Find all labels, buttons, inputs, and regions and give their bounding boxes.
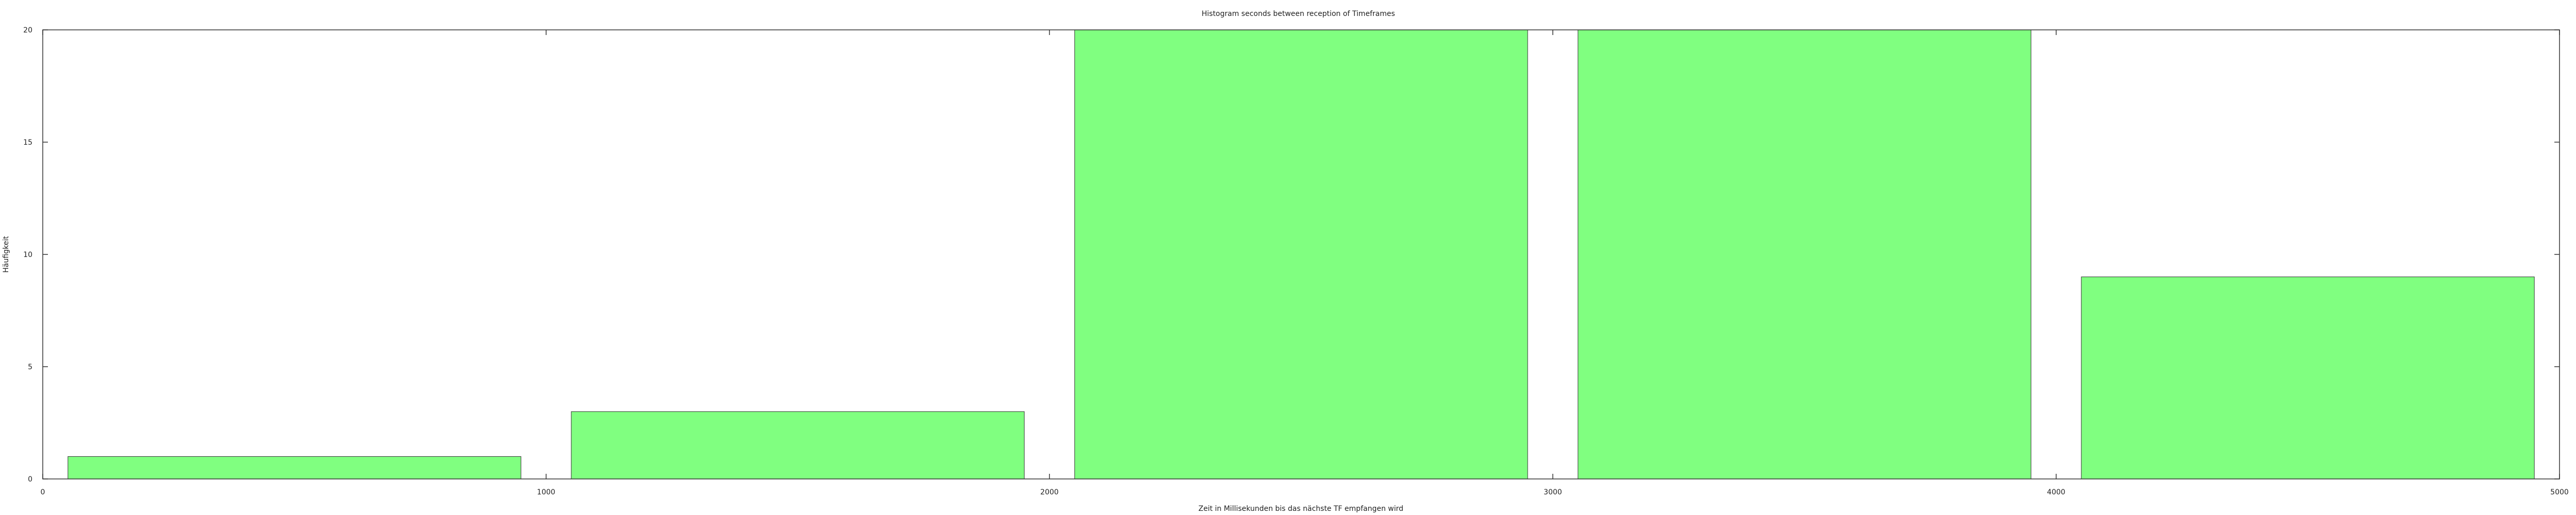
x-tick-label: 0 — [41, 488, 45, 496]
y-tick-label: 20 — [23, 26, 32, 35]
y-tick-label: 0 — [28, 475, 32, 484]
histogram-bar-1 — [67, 456, 521, 479]
histogram-bar-2 — [571, 411, 1025, 479]
bars-group — [67, 29, 2535, 479]
histogram-bar-4 — [1578, 29, 2031, 479]
x-tick-label: 5000 — [2550, 488, 2569, 496]
histogram-bar-3 — [1074, 29, 1528, 479]
y-tick-label: 5 — [28, 363, 32, 371]
chart-title: Histogram seconds between reception of T… — [1201, 10, 1395, 18]
x-tick-label: 4000 — [2047, 488, 2065, 496]
x-tick-label: 2000 — [1040, 488, 1059, 496]
x-axis: 0 1000 2000 3000 4000 5000 — [41, 30, 2569, 496]
x-tick-label: 1000 — [537, 488, 555, 496]
y-tick-label: 15 — [23, 139, 32, 147]
histogram-bar-5 — [2081, 277, 2535, 479]
x-axis-title: Zeit in Millisekunden bis das nächste TF… — [1198, 505, 1403, 513]
y-axis: 0 5 10 15 20 — [23, 26, 2560, 484]
y-axis-title: Häufigkeit — [2, 236, 10, 273]
x-tick-label: 3000 — [1544, 488, 1562, 496]
y-tick-label: 10 — [23, 251, 32, 259]
